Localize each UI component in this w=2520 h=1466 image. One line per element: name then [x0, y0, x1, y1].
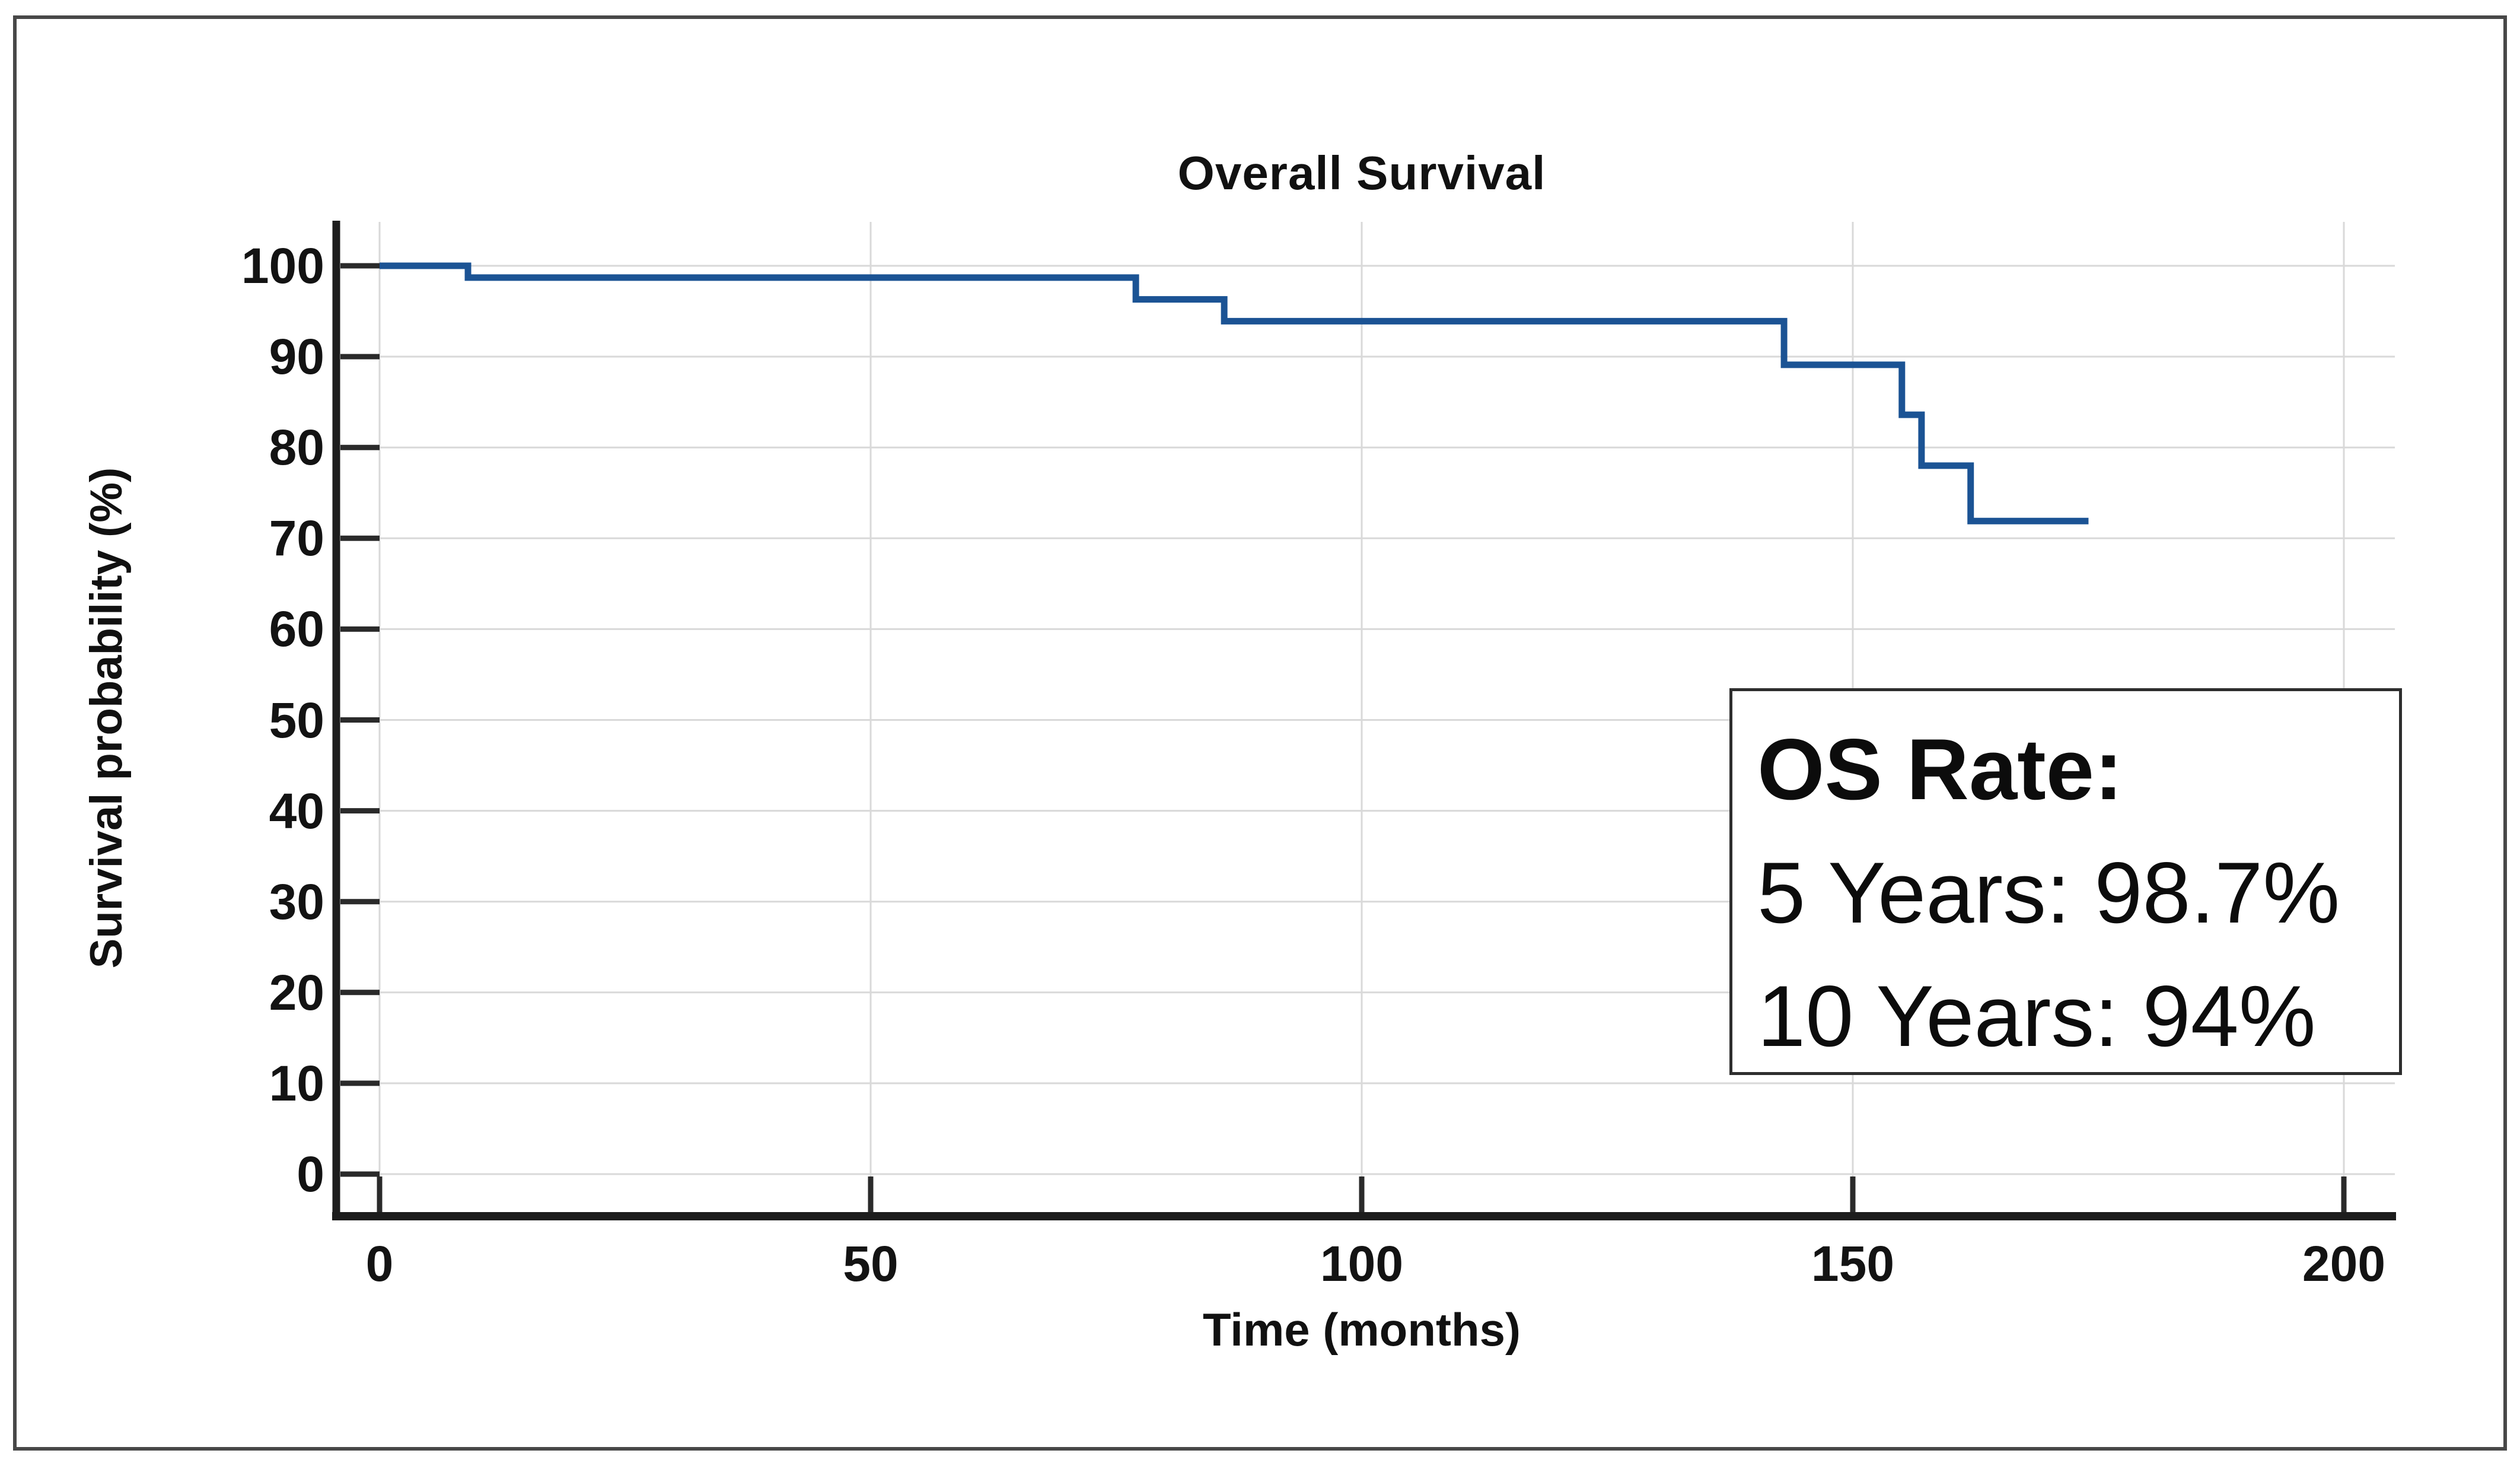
os-rate-5y: 5 Years: 98.7% [1757, 844, 2340, 941]
x-tick-label-0: 0 [365, 1236, 394, 1292]
chart-title: Overall Survival [1177, 147, 1546, 199]
y-tick-label-30: 30 [269, 873, 324, 930]
x-tick-label-200: 200 [2302, 1236, 2386, 1292]
y-tick-label-100: 100 [241, 238, 324, 294]
x-tick-label-100: 100 [1320, 1236, 1404, 1292]
x-tick-label-150: 150 [1811, 1236, 1895, 1292]
y-tick-label-70: 70 [269, 510, 324, 567]
survival-curve [380, 262, 2089, 524]
os-rate-10y: 10 Years: 94% [1757, 968, 2316, 1064]
y-tick-label-50: 50 [269, 692, 324, 748]
y-tick-label-60: 60 [269, 601, 324, 657]
y-tick-label-10: 10 [269, 1055, 324, 1111]
y-tick-label-90: 90 [269, 329, 324, 385]
x-axis-title: Time (months) [1203, 1303, 1521, 1356]
os-rate-annotation-box: OS Rate: 5 Years: 98.7% 10 Years: 94% [1729, 688, 2402, 1075]
x-tick-label-50: 50 [843, 1236, 899, 1292]
os-rate-title: OS Rate: [1757, 721, 2123, 818]
y-tick-label-80: 80 [269, 419, 324, 476]
y-tick-label-0: 0 [297, 1146, 324, 1202]
y-tick-label-40: 40 [269, 783, 324, 839]
y-tick-label-20: 20 [269, 964, 324, 1020]
